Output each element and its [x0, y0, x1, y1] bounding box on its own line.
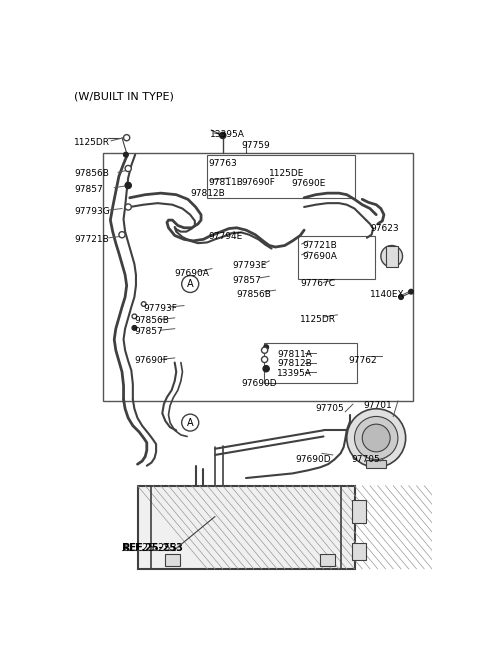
Text: 97857: 97857 — [74, 186, 103, 195]
Text: REF.25-253: REF.25-253 — [122, 543, 177, 553]
Bar — [320, 553, 335, 566]
Circle shape — [123, 135, 130, 141]
Bar — [366, 460, 386, 468]
Text: 97812B: 97812B — [190, 190, 225, 198]
Bar — [165, 553, 180, 566]
Text: REF.25-253: REF.25-253 — [122, 543, 183, 553]
Text: 97767C: 97767C — [300, 280, 335, 289]
Text: A: A — [187, 279, 193, 289]
Bar — [352, 499, 366, 523]
Text: 97690A: 97690A — [175, 269, 210, 278]
Bar — [385, 245, 398, 267]
Text: 97793G: 97793G — [74, 207, 110, 216]
Bar — [137, 486, 355, 569]
Bar — [298, 236, 375, 279]
Text: 97856B: 97856B — [134, 316, 169, 325]
Text: 97705: 97705 — [351, 455, 380, 464]
Text: 1140EX: 1140EX — [370, 290, 405, 299]
Text: 1125DE: 1125DE — [269, 168, 305, 177]
Circle shape — [181, 276, 199, 292]
Text: 97705: 97705 — [316, 404, 345, 413]
Text: 97856B: 97856B — [237, 290, 272, 299]
Text: 97623: 97623 — [370, 224, 398, 233]
Circle shape — [262, 356, 268, 362]
Circle shape — [264, 345, 268, 349]
Text: 1125DR: 1125DR — [74, 138, 110, 147]
Text: 97763: 97763 — [209, 159, 238, 168]
Text: 13395A: 13395A — [210, 130, 245, 139]
Text: 97811A: 97811A — [277, 350, 312, 359]
Circle shape — [262, 347, 268, 353]
Circle shape — [125, 166, 132, 171]
Circle shape — [123, 152, 128, 157]
Bar — [207, 155, 355, 198]
Text: 97690D: 97690D — [241, 380, 277, 388]
Circle shape — [125, 182, 132, 188]
Text: 97690E: 97690E — [291, 179, 325, 188]
Circle shape — [399, 295, 403, 300]
Bar — [103, 153, 413, 401]
Text: 97690F: 97690F — [134, 356, 168, 366]
Circle shape — [132, 325, 137, 330]
Text: 97793F: 97793F — [144, 304, 178, 313]
Text: 97759: 97759 — [241, 141, 270, 149]
Text: 1125DR: 1125DR — [300, 315, 336, 324]
Bar — [352, 543, 366, 560]
Bar — [264, 344, 357, 383]
Text: 97690F: 97690F — [241, 178, 275, 187]
Text: A: A — [187, 417, 193, 428]
Circle shape — [409, 289, 413, 294]
Circle shape — [181, 414, 199, 431]
Text: 97857: 97857 — [232, 276, 261, 285]
Text: (W/BUILT IN TYPE): (W/BUILT IN TYPE) — [74, 91, 174, 102]
Text: 97721B: 97721B — [302, 241, 337, 250]
Circle shape — [355, 417, 398, 459]
Text: 97721B: 97721B — [74, 235, 108, 244]
Circle shape — [142, 302, 146, 306]
Text: 97794E: 97794E — [209, 232, 243, 241]
Text: 97690D: 97690D — [296, 455, 331, 464]
Text: 97690A: 97690A — [302, 252, 337, 261]
Circle shape — [263, 366, 269, 372]
Circle shape — [125, 204, 132, 210]
Circle shape — [381, 245, 403, 267]
Text: 13395A: 13395A — [277, 369, 312, 378]
Circle shape — [220, 132, 226, 138]
Text: 97811B: 97811B — [209, 178, 244, 187]
Circle shape — [132, 314, 137, 319]
Text: 97793E: 97793E — [232, 261, 266, 270]
Text: 97812B: 97812B — [277, 360, 312, 368]
Circle shape — [119, 232, 125, 238]
Circle shape — [362, 424, 390, 452]
Text: 97857: 97857 — [134, 327, 163, 336]
Text: 97701: 97701 — [364, 401, 393, 410]
Text: 97856B: 97856B — [74, 168, 109, 177]
Circle shape — [347, 409, 406, 467]
Text: 97762: 97762 — [348, 356, 377, 366]
